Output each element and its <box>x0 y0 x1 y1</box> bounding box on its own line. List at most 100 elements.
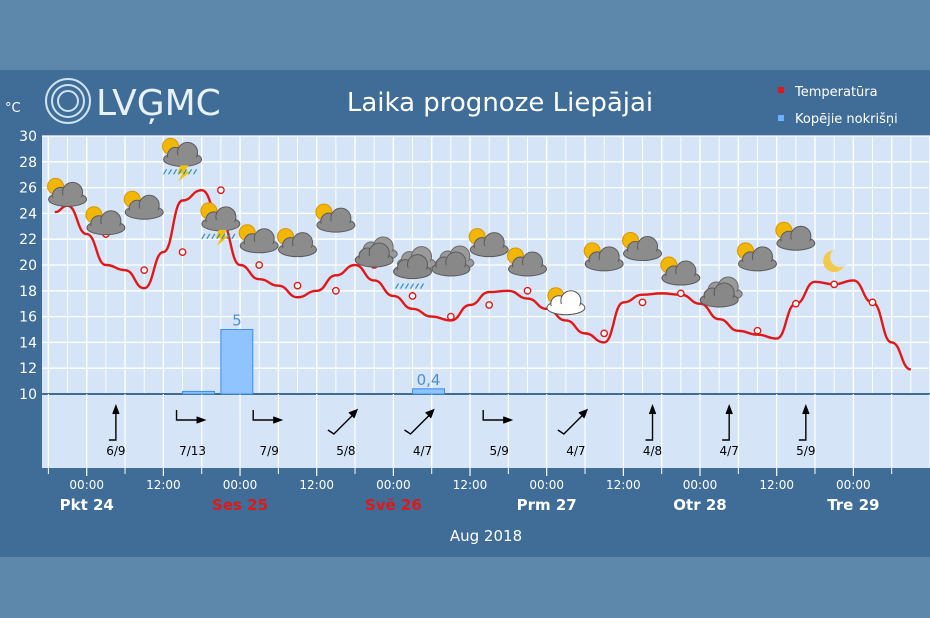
rain-drop <box>206 233 211 240</box>
rain-drop <box>415 283 420 289</box>
moon-icon <box>823 247 851 273</box>
cloud-part <box>433 265 468 275</box>
wind-arrow-icon <box>175 410 207 424</box>
temperature-marker <box>868 298 877 307</box>
weather-icon-cloudy <box>699 276 743 308</box>
wind-arrow-shaft <box>798 408 807 441</box>
precipitation-bar <box>412 388 445 395</box>
temperature-marker <box>523 286 532 295</box>
time-tick-label: 12:00 <box>606 478 641 492</box>
weather-icon-sun-cloud <box>123 190 164 220</box>
precipitation-label: 0,4 <box>417 371 441 389</box>
unit-label: °C <box>5 101 21 116</box>
rain-drop <box>400 283 405 289</box>
temperature-marker <box>293 281 302 290</box>
cloud-icon <box>508 251 548 277</box>
time-tick-label: 12:00 <box>299 478 334 492</box>
wind-grid <box>47 394 930 468</box>
weather-icon-sun-cloud <box>47 177 88 207</box>
moon-shadow <box>830 247 851 268</box>
rain-drop <box>201 233 206 240</box>
day-label: Svē 26 <box>365 496 422 514</box>
cloud-part <box>548 303 583 314</box>
wind-arrow-shaft <box>252 410 280 421</box>
weather-icon-sun-cloud <box>238 224 279 254</box>
temperature-marker <box>140 266 149 275</box>
temperature-marker <box>485 301 494 309</box>
weather-icon-sun-storm <box>200 202 241 246</box>
weather-icons <box>47 137 851 316</box>
weather-icon-sun-cloud <box>85 206 126 236</box>
precipitation-label: 5 <box>232 312 242 330</box>
wind-arrow-head <box>196 416 207 424</box>
cloud-part <box>280 245 315 256</box>
y-tick-label: 30 <box>19 129 37 145</box>
wind-arrow-head <box>112 404 120 415</box>
wind-speed-label: 7/9 <box>260 444 279 458</box>
cloud-icon <box>201 206 241 232</box>
cloud-icon <box>239 228 279 254</box>
cloud-part <box>472 245 507 256</box>
wind-arrow-shaft <box>327 411 357 435</box>
rain-drop <box>420 283 425 289</box>
time-tick-label: 12:00 <box>759 478 794 492</box>
wind-speed-label: 5/9 <box>490 444 509 458</box>
cloud-part <box>88 223 123 234</box>
wind-arrow-shaft <box>722 408 730 441</box>
cloud-part <box>242 241 277 252</box>
cloud-icon <box>316 207 356 233</box>
wind-arrow-shaft <box>175 410 203 421</box>
y-tick-label: 14 <box>19 335 37 351</box>
rain-drop <box>173 169 178 175</box>
wind-arrow-icon <box>108 404 120 441</box>
cloud-icon <box>393 254 433 280</box>
cloud-icon <box>86 210 126 236</box>
time-tick-label: 12:00 <box>146 478 181 492</box>
cloud-part <box>318 221 353 232</box>
cloud-part <box>510 265 545 275</box>
temperature-marker <box>791 299 800 308</box>
temperature-marker <box>408 292 417 300</box>
cloud-icon <box>278 232 318 258</box>
weather-icon-cloudy <box>431 245 475 277</box>
wind-speed-label: 4/7 <box>413 444 432 458</box>
weather-icon-sun-cloud <box>775 221 816 251</box>
wind-arrow-head <box>272 416 284 424</box>
cloud-icon <box>699 282 739 308</box>
weather-icon-rain-cloud <box>393 246 437 289</box>
legend-item-precipitation: Kopējie nokrišņi <box>778 112 898 127</box>
rain-drop <box>183 169 188 175</box>
y-tick-label: 16 <box>19 310 37 326</box>
logo-text: LVĢMC <box>96 83 221 124</box>
cloud-part <box>702 295 737 306</box>
temperature-marker <box>331 286 340 295</box>
cloud-part <box>740 259 775 270</box>
cloud-icon <box>661 260 701 286</box>
temperature-marker <box>216 186 225 195</box>
rain-drop <box>168 169 173 175</box>
legend: Temperatūra Kopējie nokrišņi <box>778 85 898 127</box>
legend-swatch-temperature <box>778 87 784 93</box>
precipitation-bar <box>220 329 254 395</box>
cloud-part <box>357 255 392 266</box>
wind-arrow-icon <box>482 410 514 424</box>
wind-arrow-shaft <box>404 411 434 435</box>
weather-icon-sun-cloud <box>468 228 509 258</box>
weather-icon-white-cloud <box>546 287 586 316</box>
y-tick-label: 22 <box>19 232 37 248</box>
wind-arrow-shaft <box>482 410 510 421</box>
legend-swatch-precipitation <box>778 115 784 121</box>
cloud-part <box>165 155 200 166</box>
wind-arrow-icon <box>645 404 657 441</box>
wind-arrow-head <box>802 404 810 415</box>
wind-arrow-head <box>725 404 733 415</box>
lvgmc-logo: LVĢMC <box>45 78 221 124</box>
cloud-icon <box>623 236 663 262</box>
wind-speed-label: 5/9 <box>796 444 815 458</box>
rain-drop <box>193 169 198 175</box>
weather-icon-sun-cloud <box>622 232 663 262</box>
rain-drop <box>163 169 168 175</box>
cloud-part <box>625 249 660 260</box>
cloud-icon <box>431 251 471 277</box>
